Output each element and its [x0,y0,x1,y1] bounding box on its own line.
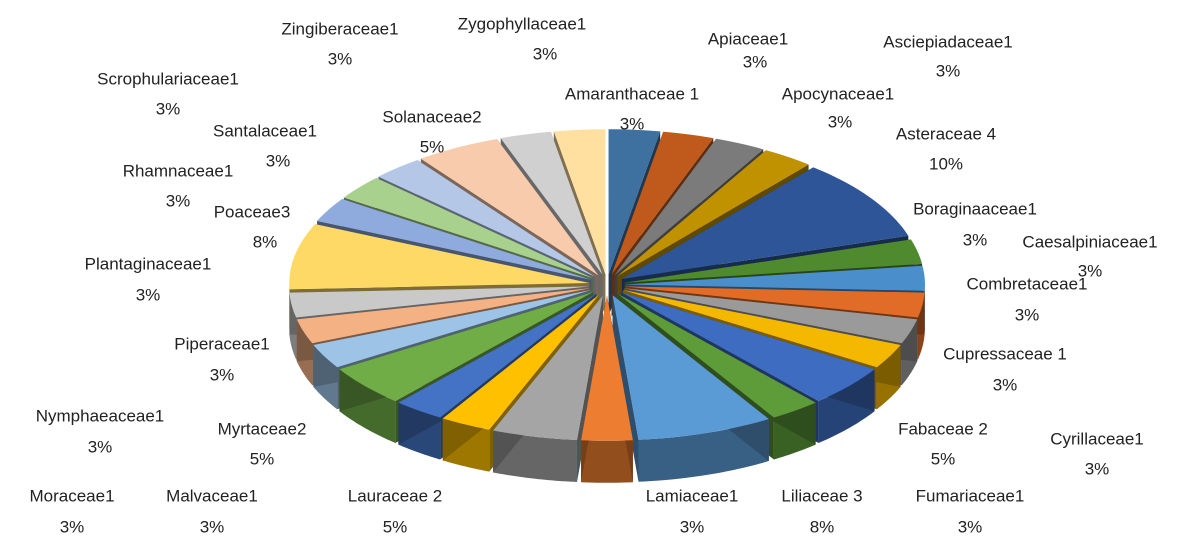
data-label-name: Caesalpiniaceae1 [1022,232,1157,251]
slice-top [581,295,633,441]
slice-top [442,294,599,430]
data-label-value: 3% [680,517,705,536]
data-label-value: 5% [383,517,408,536]
slice-top [378,160,596,277]
slice-side [581,440,633,483]
data-label-name: Plantaginaceae1 [85,254,212,273]
data-label-value: 3% [533,44,558,63]
data-label-value: 3% [1078,261,1103,280]
data-label-name: Apiaceae1 [708,29,788,48]
data-label-name: Apocynaceae1 [782,84,894,103]
data-label-name: Cupressaceae 1 [943,344,1067,363]
data-label-value: 3% [156,99,181,118]
slice-top [617,150,809,277]
slice-top [614,138,764,276]
slice-top [624,288,918,344]
data-label-name: Fabaceae 2 [898,419,988,438]
data-label-name: Cyrillaceae1 [1050,429,1144,448]
data-label-value: 3% [60,517,85,536]
slice-top [296,288,590,344]
slice-top [317,199,592,280]
data-label-name: Rhamnaceae1 [123,161,234,180]
data-label-name: Liliaceae 3 [781,486,862,505]
slice-top [343,177,593,279]
slice [581,295,633,483]
slice [612,295,769,482]
data-label-value: 3% [136,285,161,304]
data-label-value: 3% [328,49,353,68]
slice-top [608,129,661,275]
data-label-name: Poaceae3 [214,202,291,221]
slice-top [617,293,816,418]
data-label-value: 5% [250,449,275,468]
data-label-value: 3% [936,61,961,80]
data-label-name: Boraginaaceae1 [913,199,1037,218]
data-label-value: 3% [1015,305,1040,324]
slice-top [313,289,591,368]
data-label-value: 3% [993,375,1018,394]
data-label-name: Zingiberaceae1 [281,19,398,38]
data-label-name: Asciepiadaceae1 [883,32,1012,51]
data-label-name: Malvaceae1 [166,486,258,505]
slice-top [624,239,923,283]
slice-top [624,286,925,318]
data-label-value: 3% [88,437,113,456]
data-label-value: 3% [210,365,235,384]
slice-top [621,167,909,279]
data-label-value: 3% [200,517,225,536]
data-label-name: Scrophulariaceae1 [97,69,239,88]
slice-edge [612,295,639,482]
slice-top [611,131,714,275]
data-label-value: 3% [828,112,853,131]
slice-top [624,265,925,291]
data-label-value: 3% [958,517,983,536]
data-label-name: Asteraceae 4 [896,124,996,143]
data-label-value: 3% [743,52,768,71]
data-label-name: Solanaceae2 [382,107,481,126]
data-label-value: 3% [1085,459,1110,478]
data-label-value: 3% [620,114,645,133]
data-label-name: Nymphaeaceae1 [36,406,165,425]
slice-top [553,129,606,275]
data-label-value: 3% [963,230,988,249]
slice-top [620,292,875,401]
slice-top [493,295,603,440]
data-label-name: Amaranthaceae 1 [565,84,699,103]
slice-top [289,224,590,290]
data-label-name: Lamiaceae1 [646,486,739,505]
slice-top [612,295,769,440]
data-label-value: 8% [810,517,835,536]
slice-top [500,131,603,275]
data-label-name: Santalaceae1 [213,121,317,140]
data-label-name: Moraceae1 [29,486,114,505]
data-label-value: 5% [931,449,956,468]
slice-top [289,286,590,318]
data-label-value: 3% [166,191,191,210]
data-label-name: Myrtaceae2 [218,419,307,438]
data-label-value: 8% [253,232,278,251]
data-label-name: Combretaceae1 [967,274,1088,293]
slice-top [339,292,594,401]
slice-top [420,139,599,276]
data-label-name: Zygophyllaceae1 [458,14,587,33]
data-label-value: 3% [266,151,291,170]
slice-top [623,289,901,368]
data-label-name: Fumariaceae1 [916,486,1025,505]
data-label-name: Lauraceae 2 [348,486,443,505]
data-label-value: 5% [420,137,445,156]
data-label-name: Piperaceae1 [174,334,269,353]
data-label-value: 10% [929,154,963,173]
slice-top [398,293,597,418]
